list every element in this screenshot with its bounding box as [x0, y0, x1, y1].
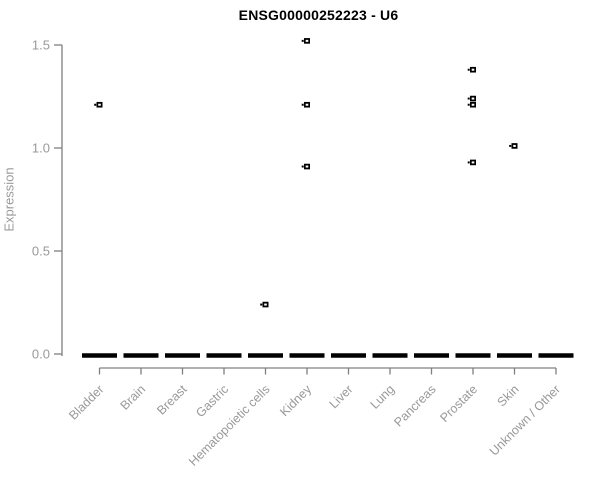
x-category-label: Bladder — [66, 382, 106, 422]
zero-box — [82, 353, 117, 358]
outlier-point-center — [305, 103, 309, 106]
outlier-point-center — [98, 103, 101, 106]
chart-title: ENSG00000252223 - U6 — [238, 7, 399, 23]
x-category-label: Breast — [154, 382, 190, 418]
x-category-label: Liver — [327, 382, 356, 411]
outlier-point-nub — [467, 97, 470, 100]
zero-box — [165, 353, 200, 358]
x-category-label: Hematopoietic cells — [186, 382, 273, 469]
x-category-label: Pancreas — [391, 382, 438, 429]
y-tick-label: 1.0 — [32, 141, 50, 156]
outlier-point-center — [471, 68, 475, 71]
outlier-point-center — [471, 103, 475, 106]
outlier-point-nub — [301, 165, 304, 168]
zero-box — [538, 353, 574, 358]
outlier-point-center — [264, 303, 267, 306]
outlier-point-nub — [301, 103, 304, 106]
y-tick-label: 0.0 — [32, 347, 50, 362]
outlier-point-nub — [260, 303, 263, 306]
outlier-point-nub — [467, 103, 470, 106]
zero-box — [206, 353, 242, 358]
outlier-point-nub — [509, 144, 512, 147]
outlier-point-center — [305, 165, 309, 168]
outlier-point-center — [471, 161, 475, 164]
zero-box — [123, 353, 159, 358]
outlier-point-center — [471, 97, 475, 100]
zero-box — [372, 353, 408, 358]
x-category-label: Brain — [118, 382, 149, 413]
y-tick-label: 1.5 — [32, 38, 50, 53]
x-category-label: Prostate — [437, 382, 480, 425]
zero-box — [414, 353, 449, 358]
outlier-point-nub — [467, 161, 470, 164]
outlier-point-center — [305, 39, 309, 42]
zero-box — [455, 353, 491, 358]
outlier-point-nub — [301, 39, 304, 42]
x-category-label: Gastric — [193, 382, 231, 420]
outlier-point-center — [513, 144, 516, 147]
outlier-point-nub — [94, 103, 97, 106]
x-category-label: Unknown / Other — [487, 382, 563, 458]
outlier-point-nub — [467, 68, 470, 71]
x-category-label: Skin — [495, 382, 522, 409]
zero-box — [497, 353, 532, 358]
zero-box — [289, 353, 325, 358]
zero-box — [331, 353, 366, 358]
x-category-label: Lung — [368, 382, 398, 412]
x-category-label: Kidney — [277, 382, 314, 419]
zero-box — [248, 353, 283, 358]
y-tick-label: 0.5 — [32, 244, 50, 259]
